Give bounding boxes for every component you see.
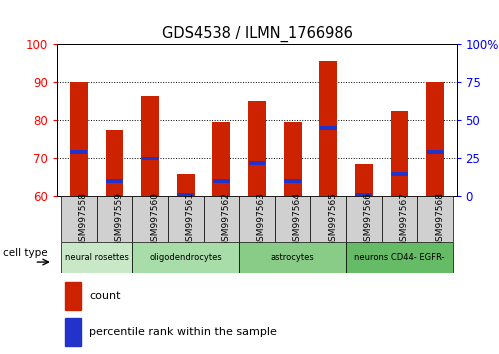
Bar <box>249 161 265 165</box>
Text: GSM997567: GSM997567 <box>400 192 409 247</box>
Text: GSM997561: GSM997561 <box>186 192 195 247</box>
Text: GSM997562: GSM997562 <box>222 192 231 247</box>
Bar <box>275 196 310 242</box>
Bar <box>106 179 123 183</box>
Text: GSM997564: GSM997564 <box>292 192 301 247</box>
Bar <box>65 318 81 346</box>
Bar <box>284 179 301 183</box>
Text: GSM997563: GSM997563 <box>257 192 266 247</box>
Text: GSM997566: GSM997566 <box>364 192 373 247</box>
Bar <box>391 172 408 176</box>
Bar <box>355 193 372 197</box>
Bar <box>70 150 87 154</box>
Bar <box>310 196 346 242</box>
Bar <box>346 242 453 273</box>
Bar <box>382 196 417 242</box>
Bar <box>213 122 230 196</box>
Bar <box>177 193 194 197</box>
Bar <box>346 196 382 242</box>
Bar <box>391 111 409 196</box>
Bar <box>284 122 301 196</box>
Text: percentile rank within the sample: percentile rank within the sample <box>89 327 277 337</box>
Bar <box>426 82 444 196</box>
Bar <box>177 173 195 196</box>
Bar <box>65 282 81 310</box>
Bar <box>427 150 444 154</box>
Text: neurons CD44- EGFR-: neurons CD44- EGFR- <box>354 253 445 262</box>
Bar <box>105 130 123 196</box>
Bar <box>168 196 204 242</box>
Bar <box>320 126 337 130</box>
Text: GSM997560: GSM997560 <box>150 192 159 247</box>
Text: neural rosettes: neural rosettes <box>65 253 129 262</box>
Text: cell type: cell type <box>3 248 47 258</box>
Bar <box>132 196 168 242</box>
Bar <box>417 196 453 242</box>
Bar <box>239 242 346 273</box>
Text: GSM997568: GSM997568 <box>435 192 444 247</box>
Text: GSM997559: GSM997559 <box>114 192 123 247</box>
Text: count: count <box>89 291 121 301</box>
Bar <box>61 196 97 242</box>
Bar <box>61 242 132 273</box>
Bar <box>97 196 132 242</box>
Bar <box>204 196 239 242</box>
Bar <box>355 164 373 196</box>
Text: oligodendrocytes: oligodendrocytes <box>149 253 222 262</box>
Bar <box>319 61 337 196</box>
Text: GSM997565: GSM997565 <box>328 192 337 247</box>
Bar <box>239 196 275 242</box>
Title: GDS4538 / ILMN_1766986: GDS4538 / ILMN_1766986 <box>162 25 352 41</box>
Bar <box>70 82 88 196</box>
Bar <box>142 156 159 160</box>
Text: GSM997558: GSM997558 <box>79 192 88 247</box>
Bar <box>213 179 230 183</box>
Bar <box>141 96 159 196</box>
Bar <box>248 101 266 196</box>
Bar <box>132 242 239 273</box>
Text: astrocytes: astrocytes <box>271 253 314 262</box>
